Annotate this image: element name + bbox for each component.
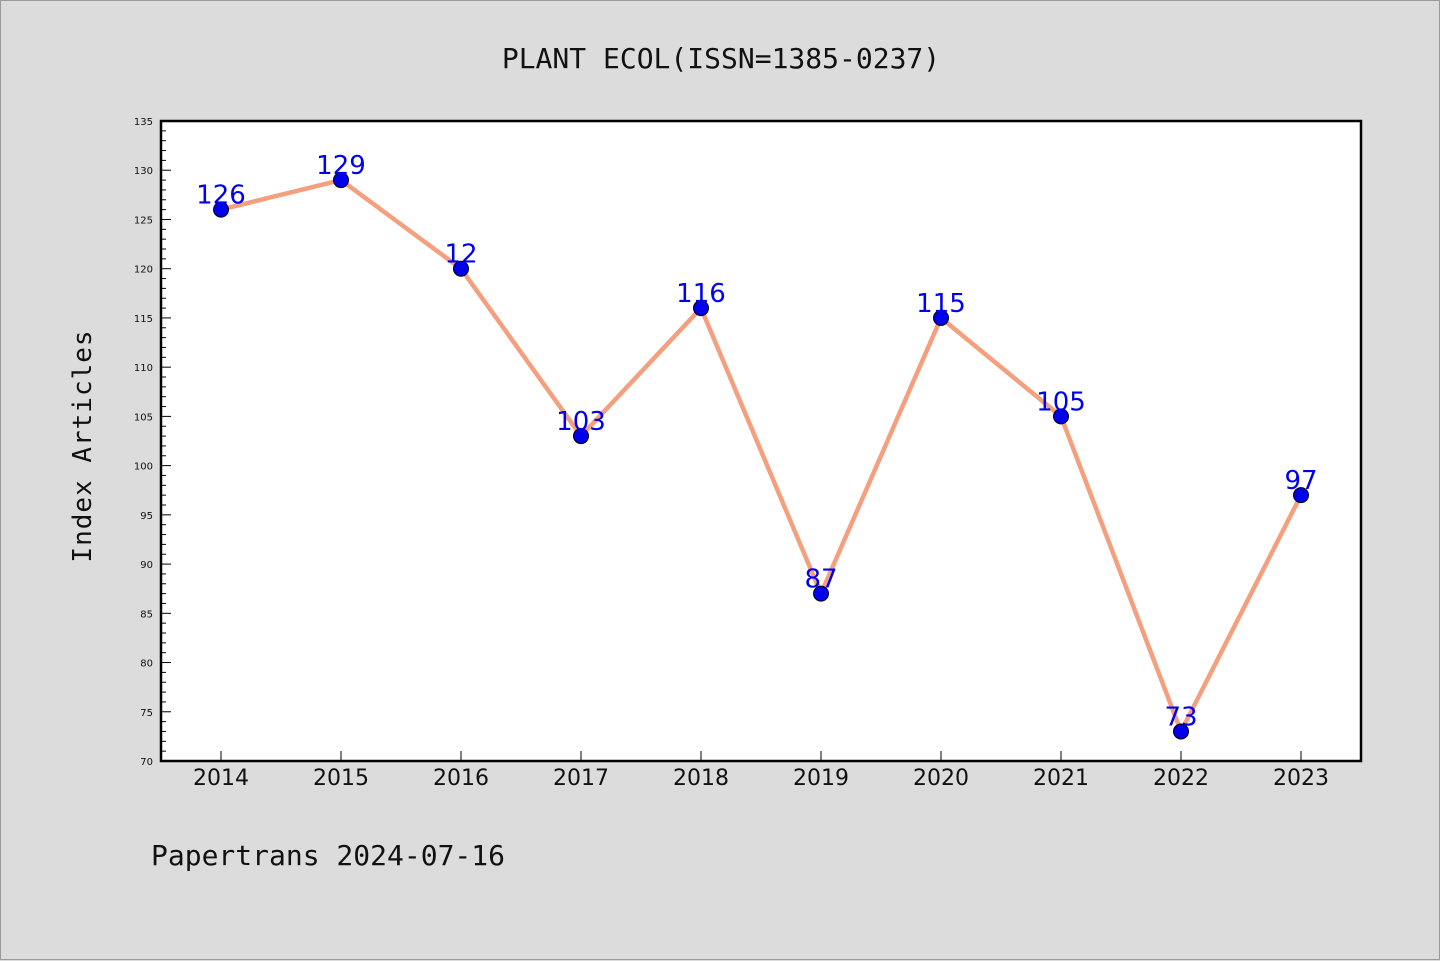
y-tick-label: 85 (140, 609, 153, 620)
data-label: 116 (676, 279, 726, 309)
data-point (573, 428, 589, 445)
y-tick-label: 70 (140, 757, 153, 768)
x-tick-label: 2018 (673, 766, 729, 791)
x-tick-label: 2016 (433, 766, 489, 791)
y-tick-label: 75 (140, 708, 153, 719)
plot-area (159, 119, 1363, 763)
y-tick-label: 90 (140, 560, 153, 571)
y-tick-label: 105 (134, 412, 153, 423)
y-tick-label: 110 (134, 363, 153, 374)
data-point (693, 300, 709, 317)
y-tick-label: 100 (134, 462, 153, 473)
data-label: 115 (916, 289, 966, 319)
y-tick-label: 115 (134, 314, 153, 325)
y-axis: 70 75 80 85 90 95 100 105 110 115 120 125 130 135 (134, 117, 171, 768)
y-axis-label: Index Articles (68, 329, 98, 562)
x-tick-label: 2023 (1273, 766, 1329, 791)
data-label: 103 (556, 407, 606, 437)
data-point (453, 260, 469, 277)
data-label: 129 (316, 151, 366, 181)
data-point (933, 309, 949, 326)
data-label: 97 (1284, 466, 1317, 496)
series-markers (213, 172, 1309, 740)
data-label: 126 (196, 181, 246, 211)
x-tick-label: 2020 (913, 766, 969, 791)
y-tick-label: 135 (134, 117, 153, 128)
x-tick-label: 2022 (1153, 766, 1209, 791)
data-label: 73 (1164, 702, 1197, 732)
y-tick-label: 125 (134, 215, 153, 226)
data-point (333, 172, 349, 189)
y-tick-label: 120 (134, 265, 153, 276)
data-point (1053, 408, 1069, 425)
data-label: 105 (1036, 387, 1086, 417)
x-tick-label: 2019 (793, 766, 849, 791)
data-labels: 126 129 12 103 116 87 115 105 73 97 (196, 151, 1317, 732)
x-tick-label: 2017 (553, 766, 609, 791)
x-axis: 2014 2015 2016 2017 2018 2019 2020 2021 2022 2023 (193, 751, 1329, 791)
x-tick-label: 2014 (193, 766, 249, 791)
data-label: 87 (804, 565, 837, 595)
x-tick-label: 2021 (1033, 766, 1089, 791)
series-line (220, 177, 1304, 734)
y-tick-label: 130 (134, 166, 153, 177)
x-tick-label: 2015 (313, 766, 369, 791)
chart-title: PLANT ECOL(ISSN=1385-0237) (502, 42, 940, 75)
data-label: 12 (444, 240, 477, 270)
data-point (1293, 487, 1309, 504)
y-tick-label: 80 (140, 659, 153, 670)
y-tick-label: 95 (140, 511, 153, 522)
data-point (213, 201, 229, 218)
footer-text: Papertrans 2024-07-16 (151, 839, 505, 872)
data-point (813, 585, 829, 602)
data-point (1173, 723, 1189, 740)
